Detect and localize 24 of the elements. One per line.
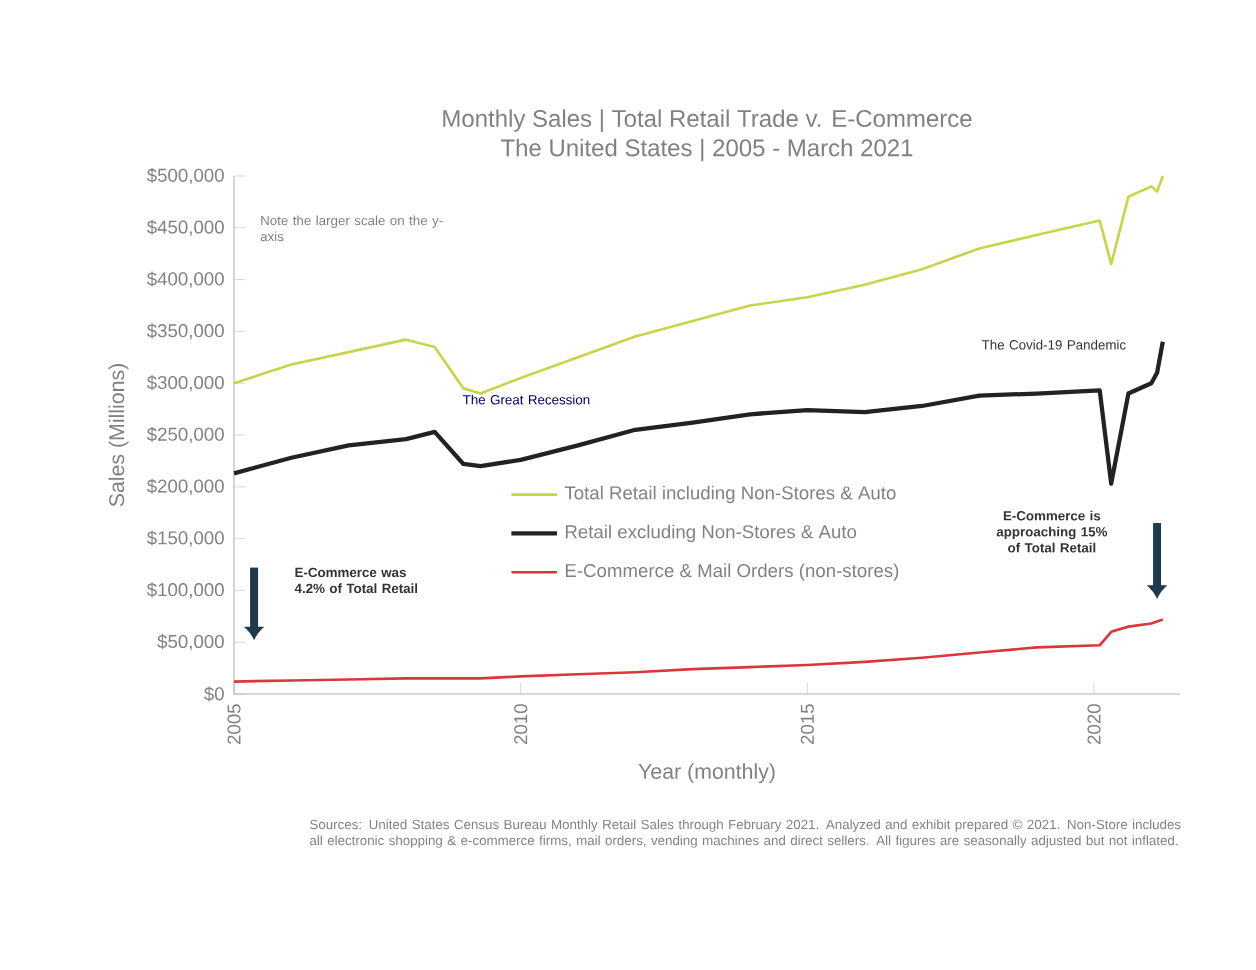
legend-label: Total Retail including Non-Stores & Auto xyxy=(564,485,896,504)
y-tick-label: $400,000 xyxy=(146,271,224,288)
y-tick-label: $450,000 xyxy=(146,219,224,236)
y-axis-title: Sales (Millions) xyxy=(108,364,129,507)
y-tick-label: $500,000 xyxy=(146,167,224,185)
line-series xyxy=(232,174,1165,395)
line-series xyxy=(231,339,1165,486)
y-tick-label: $200,000 xyxy=(146,478,224,495)
y-tick-label: $350,000 xyxy=(146,323,224,340)
x-axis-title: Year (monthly) xyxy=(638,763,775,784)
y-tick-label: $50,000 xyxy=(157,634,224,651)
legend-label: Retail excluding Non-Stores & Auto xyxy=(565,524,857,543)
x-tick-label: 2015 xyxy=(800,704,814,744)
y-tick-label: $250,000 xyxy=(146,426,224,444)
y-tick-label: $150,000 xyxy=(146,530,224,547)
y-tick-label: $300,000 xyxy=(146,375,224,392)
legend-label: E-Commerce & Mail Orders (non-stores) xyxy=(565,563,899,581)
x-tick-label: 2010 xyxy=(514,704,528,744)
chart-subtitle: The United States | 2005 - March 2021 xyxy=(500,138,913,162)
y-tick-label: $0 xyxy=(204,686,224,702)
x-tick-label: 2020 xyxy=(1087,704,1101,744)
y-tick-label: $100,000 xyxy=(146,582,224,599)
x-tick-label: 2005 xyxy=(227,704,241,744)
chart-title: Monthly Sales | Total Retail Trade v. E-Commerce xyxy=(443,109,972,132)
